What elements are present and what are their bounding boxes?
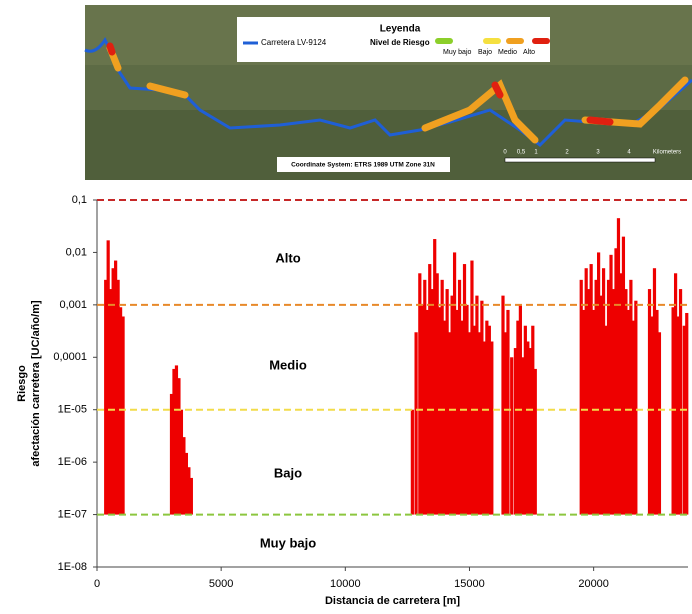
legend-risk-level: Bajo xyxy=(478,49,492,56)
bar xyxy=(658,332,661,514)
bar xyxy=(510,357,513,514)
page: Leyenda Carretera LV-9124 Nivel de Riesg… xyxy=(0,0,692,609)
scale-label: 0,5 xyxy=(517,150,526,156)
scale-bar xyxy=(505,158,655,162)
bar xyxy=(414,332,417,514)
bar xyxy=(634,301,637,515)
region-label: Bajo xyxy=(274,465,302,480)
coordinate-system: Coordinate System: ETRS 1989 UTM Zone 31… xyxy=(291,162,435,169)
bar xyxy=(685,313,688,515)
y-axis-label: Riesgo xyxy=(16,365,28,402)
x-tick-label: 5000 xyxy=(209,578,233,590)
map: Leyenda Carretera LV-9124 Nivel de Riesg… xyxy=(85,5,692,180)
x-tick-label: 15000 xyxy=(454,578,485,590)
bar xyxy=(679,289,682,514)
bar xyxy=(534,369,537,515)
legend-title: Leyenda xyxy=(380,24,421,35)
y-tick-label: 1E-05 xyxy=(58,404,87,416)
scale-label: Kilometers xyxy=(653,150,681,156)
legend-road-label: Carretera LV-9124 xyxy=(261,38,327,47)
legend-risk-level: Alto xyxy=(523,49,535,56)
bar xyxy=(121,316,124,514)
y-tick-label: 0,001 xyxy=(59,299,87,311)
legend-risk-level: Muy bajo xyxy=(443,49,472,56)
x-tick-label: 0 xyxy=(94,578,100,590)
chart: 0,1 0,01 0,001 0,0001 1E-05 1E-06 1E-07 1E-08 0 5… xyxy=(16,194,688,607)
x-tick-label: 20000 xyxy=(578,578,609,590)
y-tick-label: 1E-07 xyxy=(58,508,87,520)
bar xyxy=(190,478,193,515)
x-axis-label: Distancia de carretera [m] xyxy=(325,595,460,607)
region-label: Muy bajo xyxy=(260,535,316,550)
y-tick-label: 1E-08 xyxy=(58,561,87,573)
bar xyxy=(490,342,493,515)
legend-risk-level: Medio xyxy=(498,49,517,56)
legend-risk-label: Nivel de Riesgo xyxy=(370,38,430,47)
bar xyxy=(411,410,414,515)
region-label: Alto xyxy=(275,250,300,265)
y-tick-label: 1E-06 xyxy=(58,456,87,468)
x-tick-label: 10000 xyxy=(330,578,361,590)
bar xyxy=(506,310,509,515)
y-axis-label: afectación carretera [UC/año/m] xyxy=(30,300,42,467)
y-tick-label: 0,0001 xyxy=(53,351,87,363)
y-tick-label: 0,01 xyxy=(66,246,87,258)
region-label: Medio xyxy=(269,357,307,372)
y-tick-label: 0,1 xyxy=(72,194,87,206)
